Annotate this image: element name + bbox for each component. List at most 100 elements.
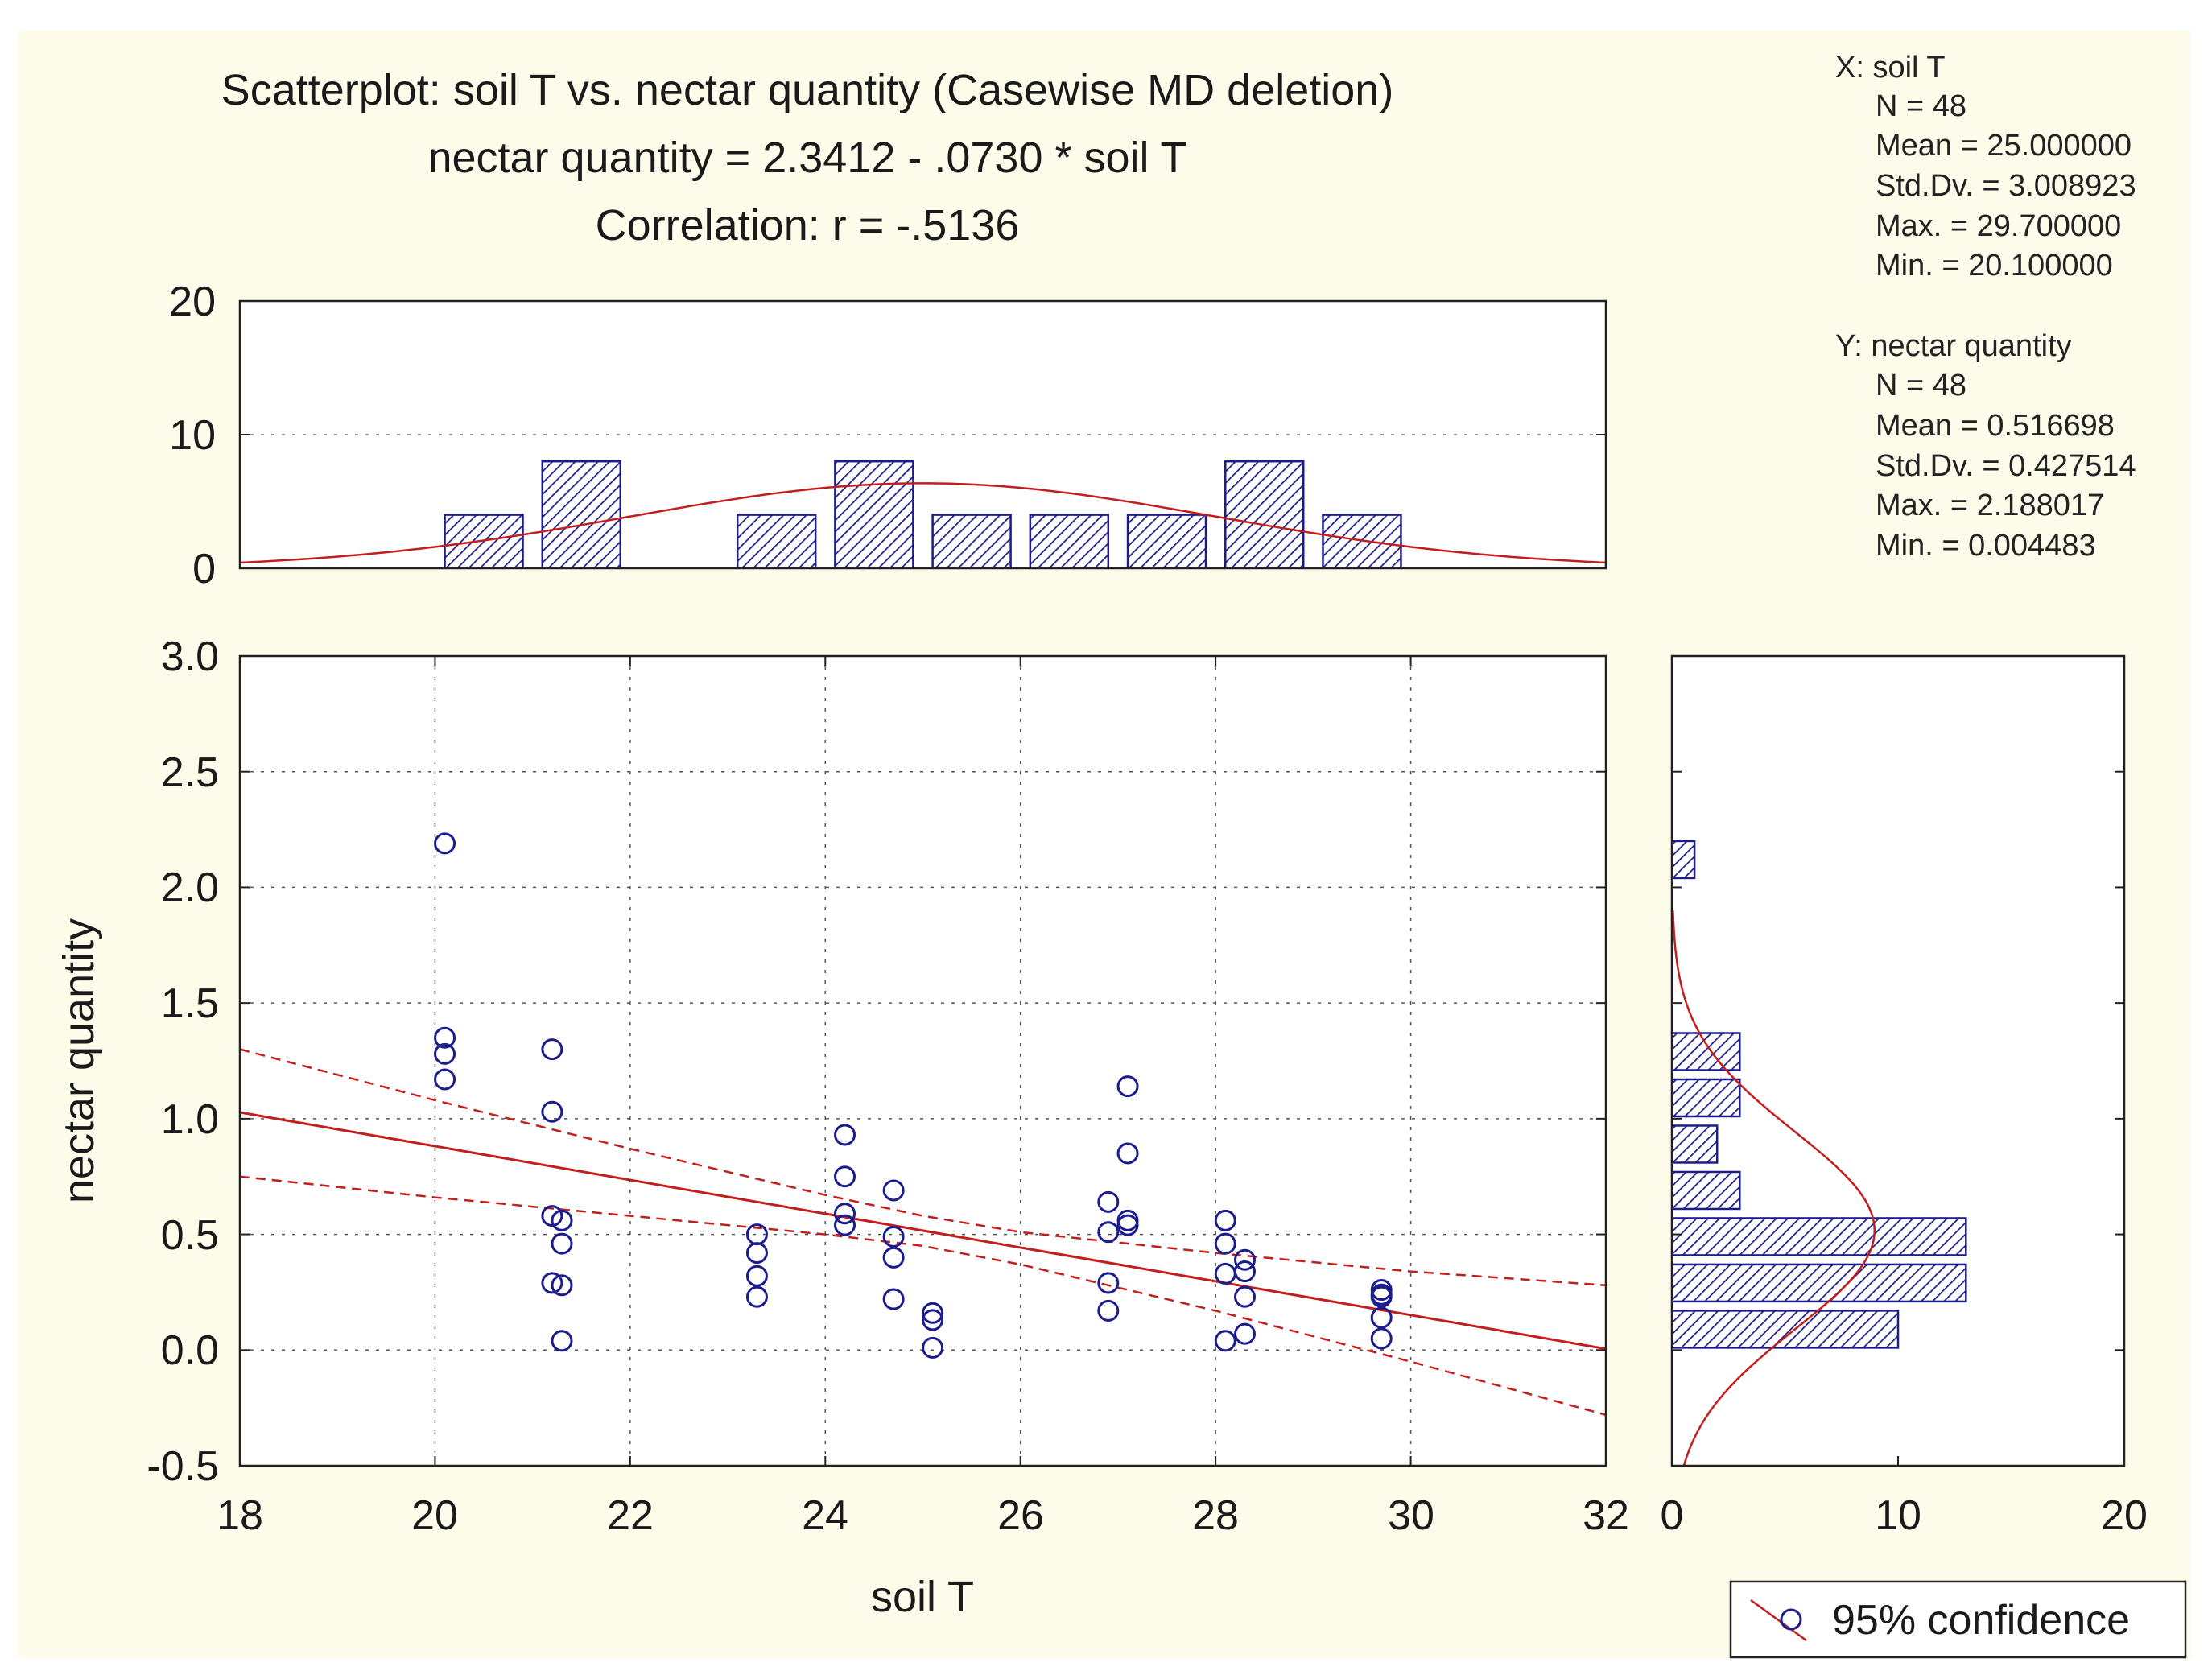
y-tick-label: 2.0 xyxy=(161,864,219,911)
y-tick-label: 2.5 xyxy=(161,749,219,796)
legend-line-swatch xyxy=(1750,1599,1807,1642)
y-tick-label: 0.5 xyxy=(161,1212,219,1259)
data-point xyxy=(834,1203,856,1225)
top-histogram-bar xyxy=(736,514,817,568)
data-point xyxy=(1234,1248,1257,1271)
legend-label: 95% confidence xyxy=(1832,1597,2130,1644)
data-point xyxy=(1116,1075,1139,1098)
data-point xyxy=(745,1242,768,1265)
x-tick-label: 26 xyxy=(997,1492,1044,1539)
top-histogram-bar xyxy=(444,514,524,568)
data-point xyxy=(551,1330,573,1352)
data-point xyxy=(1370,1327,1393,1350)
data-point xyxy=(745,1285,768,1308)
right-hist-x-tick-labels: 0 10 20 xyxy=(1661,1492,2148,1539)
top-histogram-bar xyxy=(541,460,621,568)
data-point xyxy=(551,1232,573,1255)
top-hist-y-tick-label: 20 xyxy=(169,278,216,325)
confidence-band-upper xyxy=(240,1048,1606,1287)
y-stat-min: Min. = 0.004483 xyxy=(1876,529,2096,563)
data-point xyxy=(1370,1306,1393,1329)
legend: 95% confidence xyxy=(1729,1580,2187,1659)
y-tick-label: -0.5 xyxy=(147,1443,219,1490)
right-histogram xyxy=(1672,840,1967,1466)
y-tick-label: 1.0 xyxy=(161,1096,219,1143)
data-point xyxy=(434,832,456,855)
data-point xyxy=(551,1209,573,1231)
regression-equation: nectar quantity = 2.3412 - .0730 * soil … xyxy=(427,134,1186,182)
y-stat-max: Max. = 2.188017 xyxy=(1876,489,2104,522)
x-tick-label: 28 xyxy=(1192,1492,1239,1539)
top-histogram-bar xyxy=(834,460,914,568)
y-tick-label: 0.0 xyxy=(161,1327,219,1374)
top-hist-y-tick-label: 0 xyxy=(192,546,216,592)
data-point xyxy=(1097,1190,1120,1213)
x-stat-mean: Mean = 25.000000 xyxy=(1876,129,2132,163)
right-histogram-bar xyxy=(1672,1217,1967,1256)
right-hist-x-tick-label: 10 xyxy=(1875,1492,1921,1539)
data-point xyxy=(1214,1209,1236,1231)
x-tick-label: 30 xyxy=(1388,1492,1434,1539)
tick-marks xyxy=(239,300,2125,1467)
data-point xyxy=(882,1225,905,1248)
scatter-frame xyxy=(238,654,1607,1467)
data-point xyxy=(434,1042,456,1065)
data-point xyxy=(434,1068,456,1091)
y-tick-labels: -0.5 0.0 0.5 1.0 1.5 2.0 2.5 3.0 xyxy=(147,633,219,1490)
x-stat-n: N = 48 xyxy=(1876,89,1966,123)
x-tick-label: 20 xyxy=(411,1492,458,1539)
y-stat-sd: Std.Dv. = 0.427514 xyxy=(1876,449,2136,483)
data-point xyxy=(922,1309,944,1331)
right-histogram-bar xyxy=(1672,1170,1741,1211)
x-stat-max: Max. = 29.700000 xyxy=(1876,209,2121,243)
data-point xyxy=(922,1302,944,1324)
correlation-label: Correlation: r = -.5136 xyxy=(596,201,1020,250)
data-point xyxy=(922,1336,944,1359)
data-point xyxy=(745,1265,768,1287)
data-point xyxy=(882,1179,905,1202)
data-point xyxy=(434,1026,456,1049)
top-histogram-bar xyxy=(931,514,1012,568)
y-stat-mean: Mean = 0.516698 xyxy=(1876,409,2115,443)
top-normal-curve xyxy=(240,482,1606,564)
x-stats: X: soil T N = 48 Mean = 25.000000 Std.Dv… xyxy=(1835,51,2136,283)
x-tick-label: 18 xyxy=(217,1492,263,1539)
legend-point-swatch xyxy=(1780,1608,1802,1631)
data-point xyxy=(1097,1221,1120,1244)
x-stat-sd: Std.Dv. = 3.008923 xyxy=(1876,169,2136,203)
data-point xyxy=(1097,1299,1120,1322)
data-point xyxy=(882,1288,905,1310)
right-histogram-bar xyxy=(1672,1263,1967,1303)
scatter-plot-area xyxy=(240,656,1606,1466)
top-hist-y-tick-labels: 0 10 20 xyxy=(169,278,216,592)
data-point xyxy=(1116,1142,1139,1165)
data-point xyxy=(1234,1285,1257,1308)
right-normal-curve xyxy=(1672,910,1876,1466)
top-histogram-bar xyxy=(1029,514,1110,568)
x-stats-header: X: soil T xyxy=(1835,51,1946,85)
data-points xyxy=(434,832,1393,1359)
y-axis-label: nectar quantity xyxy=(55,918,103,1203)
legend-box xyxy=(1729,1580,2187,1659)
data-point xyxy=(1234,1322,1257,1345)
x-tick-label: 24 xyxy=(802,1492,848,1539)
y-tick-label: 1.5 xyxy=(161,980,219,1027)
right-histogram-bar xyxy=(1672,1032,1741,1071)
y-stats-header: Y: nectar quantity xyxy=(1835,329,2072,363)
y-stats: Y: nectar quantity N = 48 Mean = 0.51669… xyxy=(1835,329,2136,563)
y-stat-n: N = 48 xyxy=(1876,369,1966,402)
data-point xyxy=(834,1165,856,1188)
right-hist-x-tick-label: 20 xyxy=(2101,1492,2148,1539)
data-point xyxy=(541,1205,563,1227)
data-point xyxy=(541,1038,563,1061)
top-histogram xyxy=(240,460,1606,568)
data-point xyxy=(1214,1330,1236,1352)
data-point xyxy=(834,1214,856,1236)
top-hist-y-tick-label: 10 xyxy=(169,412,216,459)
x-stat-min: Min. = 20.100000 xyxy=(1876,249,2113,283)
data-point xyxy=(1097,1272,1120,1294)
data-point xyxy=(551,1274,573,1297)
x-tick-label: 32 xyxy=(1583,1492,1629,1539)
data-point xyxy=(541,1100,563,1123)
